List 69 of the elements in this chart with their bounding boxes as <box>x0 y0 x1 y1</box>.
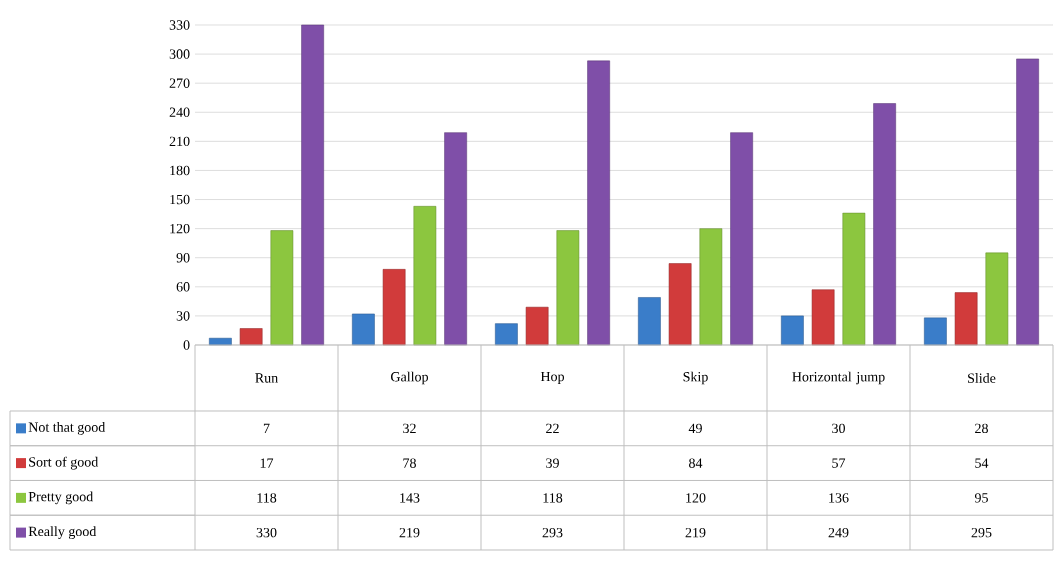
bar <box>352 313 375 346</box>
bar <box>270 230 294 346</box>
y-tick-label: 150 <box>170 194 190 205</box>
bar <box>954 292 978 346</box>
y-tick-label: 180 <box>170 165 190 176</box>
data-label: 84 <box>689 458 703 468</box>
data-label: 57 <box>832 458 846 468</box>
legend-label: Really good <box>28 526 97 539</box>
bar <box>699 228 723 346</box>
bar <box>668 263 692 346</box>
y-tick-label: 30 <box>176 311 190 321</box>
bar <box>1016 58 1039 346</box>
y-tick-label: 120 <box>170 223 190 234</box>
y-tick-label: 90 <box>176 253 190 263</box>
x-tick-label: Horizontal jump <box>792 371 885 385</box>
y-tick-label: 300 <box>169 49 190 59</box>
x-tick-label: Skip <box>683 371 708 385</box>
bar <box>301 24 324 346</box>
data-label: 330 <box>256 527 277 538</box>
data-label: 136 <box>829 493 849 503</box>
bar <box>811 289 835 346</box>
data-label: 39 <box>546 458 559 468</box>
x-tick-label: Gallop <box>391 371 428 385</box>
bar <box>730 132 753 346</box>
bar <box>525 306 549 346</box>
data-label: 219 <box>685 527 706 538</box>
y-tick-label: 210 <box>169 136 190 147</box>
bar <box>382 269 406 346</box>
data-label: 118 <box>543 493 563 503</box>
bar <box>924 317 947 346</box>
bar <box>873 103 896 346</box>
y-tick-label: 330 <box>169 20 190 30</box>
data-label: 293 <box>542 527 563 538</box>
bar <box>413 206 437 346</box>
y-tick-label: 270 <box>169 78 190 88</box>
data-label: 30 <box>832 423 845 434</box>
bar <box>587 60 610 346</box>
data-label: 54 <box>975 458 989 468</box>
x-tick-label: Run <box>255 373 278 383</box>
data-label: 120 <box>686 493 706 503</box>
data-label: 118 <box>257 493 277 503</box>
data-label: 249 <box>828 527 849 538</box>
data-label: 95 <box>974 493 988 503</box>
bar <box>495 323 518 346</box>
bar <box>985 252 1009 346</box>
data-label: 219 <box>399 527 420 538</box>
y-tick-label: 240 <box>169 107 190 117</box>
legend-label: Pretty good <box>28 491 94 505</box>
bar <box>556 230 580 346</box>
x-tick-label: Hop <box>540 371 565 385</box>
x-tick-label: Slide <box>968 373 996 383</box>
data-label: 78 <box>403 458 416 468</box>
bar <box>239 328 263 346</box>
bar <box>444 132 467 346</box>
data-label: 28 <box>975 423 988 434</box>
data-label: 7 <box>263 423 270 433</box>
legend-label: Not that good <box>28 422 106 435</box>
y-tick-label: 60 <box>176 282 190 292</box>
data-label: 49 <box>688 423 702 434</box>
data-label: 295 <box>971 527 992 538</box>
bar <box>638 297 661 346</box>
data-label: 22 <box>546 423 559 433</box>
bar <box>842 212 866 346</box>
bar <box>781 315 804 346</box>
data-label: 17 <box>260 458 274 468</box>
data-label: 32 <box>403 423 416 434</box>
y-tick-label: 0 <box>183 340 190 350</box>
legend-label: Sort of good <box>29 456 99 470</box>
data-label: 143 <box>400 493 420 503</box>
